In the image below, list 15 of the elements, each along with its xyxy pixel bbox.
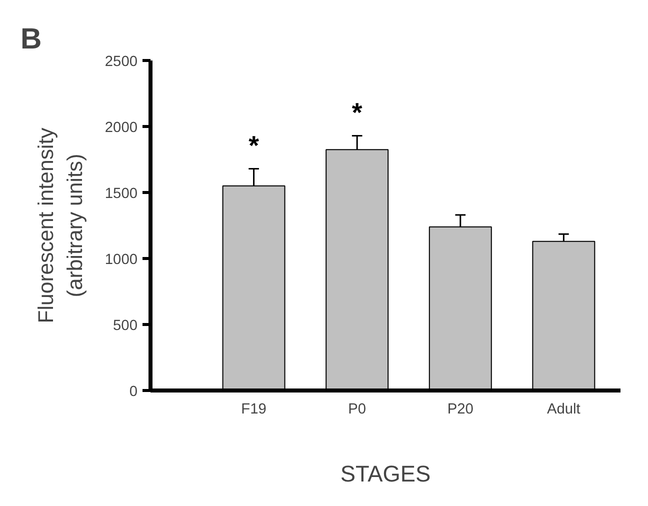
chart-title: B [20,22,42,56]
y-tick-label: 2500 [104,54,138,70]
y-tick-label: 2000 [104,120,138,136]
y-tick-label: 1500 [104,186,138,202]
y-axis-title: Fluorescent intensity (arbitrary units) [34,127,87,324]
x-tick-label: P0 [348,402,366,418]
y-tick-label: 1000 [104,252,138,268]
x-axis-title: STAGES [340,460,431,486]
x-tick-label: F19 [241,402,266,418]
annotation: * [248,130,260,161]
y-tick-label: 500 [113,318,138,334]
x-tick-label: P20 [447,402,474,418]
x-tick-label: Adult [546,402,580,418]
y-tick-label: 0 [129,384,138,400]
annotation: * [352,98,363,128]
